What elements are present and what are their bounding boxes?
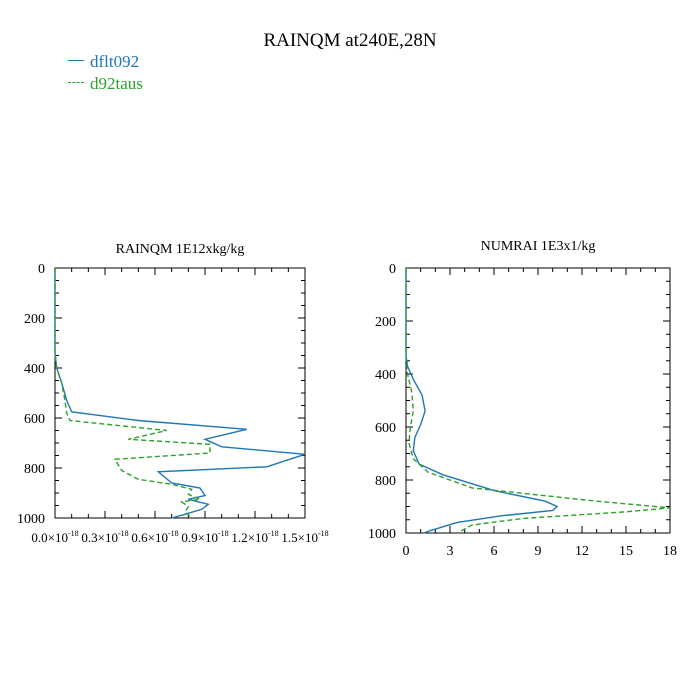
x-tick-label: 0.9×10-18 [181, 529, 228, 545]
x-tick-label: 15 [619, 544, 633, 559]
legend-label: d92taus [90, 74, 143, 93]
legend-entry-d92taus: d92taus [68, 74, 143, 94]
x-tick-label: 9 [535, 544, 542, 559]
x-tick-label: 0 [403, 544, 410, 559]
legend-entry-dflt092: dflt092 [68, 52, 139, 72]
y-tick-label: 0 [389, 262, 396, 277]
y-tick-label: 1000 [17, 512, 45, 527]
x-tick-label: 0.3×10-18 [81, 529, 128, 545]
y-tick-label: 200 [375, 315, 396, 330]
plot-frame [54, 267, 306, 519]
x-tick-label: 1.5×10-18 [281, 529, 328, 545]
x-tick-label: 0.6×10-18 [131, 529, 178, 545]
series-line-d92taus [405, 268, 671, 534]
plot-frame [405, 267, 671, 534]
x-tick-label: 1.2×10-18 [231, 529, 278, 545]
y-tick-label: 800 [375, 474, 396, 489]
legend-swatch-solid [68, 59, 84, 61]
x-tick-label: 3 [447, 544, 454, 559]
x-tick-label: 12 [575, 544, 589, 559]
x-tick-label: 0.0×10-18 [31, 529, 78, 545]
chart-main-title: RAINQM at240E,28N [263, 30, 437, 51]
y-tick-label: 400 [375, 368, 396, 383]
series-line-d92taus [54, 268, 211, 519]
series-line-dflt092 [54, 268, 306, 519]
y-tick-label: 800 [24, 462, 45, 477]
y-tick-label: 600 [375, 421, 396, 436]
x-tick-label: 6 [491, 544, 498, 559]
y-tick-label: 0 [38, 262, 45, 277]
y-tick-label: 600 [24, 412, 45, 427]
legend-label: dflt092 [90, 52, 140, 71]
y-tick-label: 1000 [368, 527, 396, 542]
x-tick-label: 18 [663, 544, 677, 559]
panel-title: RAINQM 1E12xkg/kg [116, 242, 245, 257]
series-line-dflt092 [405, 268, 559, 534]
legend-swatch-dashed [68, 81, 84, 83]
y-tick-label: 400 [24, 362, 45, 377]
panel-title: NUMRAI 1E3x1/kg [481, 239, 596, 254]
y-tick-label: 200 [24, 312, 45, 327]
